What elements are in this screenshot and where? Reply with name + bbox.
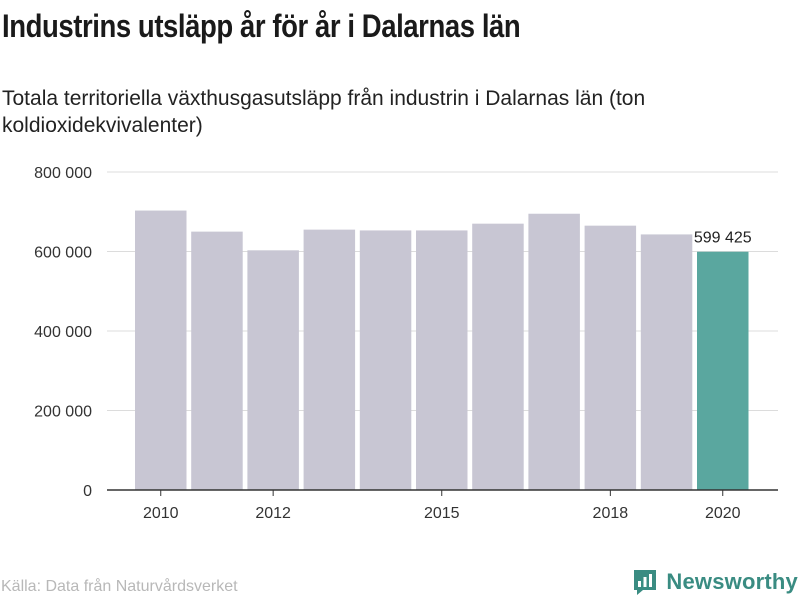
x-tick-label: 2018 [593, 505, 629, 522]
bar [359, 230, 412, 490]
chart-subtitle: Totala territoriella växthusgasutsläpp f… [2, 87, 646, 137]
y-tick-label: 600 000 [34, 245, 92, 262]
bar [191, 231, 243, 490]
bar-chart: 0 200 000 400 000 600 000 800 000 599 425 2010… [34, 165, 778, 522]
newsworthy-logo-icon [634, 570, 657, 595]
bar [528, 213, 580, 491]
bar [135, 210, 187, 490]
bar [640, 234, 693, 490]
y-tick-label: 0 [83, 483, 92, 500]
bar [247, 250, 299, 490]
x-tick-label: 2010 [143, 505, 179, 522]
chart-title: Industrins utsläpp år för år i Dalarnas … [2, 8, 521, 44]
bar [303, 229, 356, 490]
x-tick-label: 2015 [424, 505, 460, 522]
y-tick-label: 400 000 [34, 324, 92, 341]
y-tick-label: 200 000 [34, 404, 92, 421]
source-note: Källa: Data från Naturvårdsverket [1, 578, 238, 595]
data-label: 599 425 [694, 230, 752, 247]
y-tick-label: 800 000 [34, 165, 92, 182]
x-tick-label: 2012 [255, 505, 291, 522]
bar [416, 230, 468, 490]
bar [584, 225, 637, 490]
bar [472, 223, 524, 491]
brand-name: Newsworthy [666, 569, 798, 594]
brand-logo: Newsworthy [632, 568, 798, 596]
x-tick-label: 2020 [705, 505, 741, 522]
bar-highlighted [697, 251, 749, 490]
